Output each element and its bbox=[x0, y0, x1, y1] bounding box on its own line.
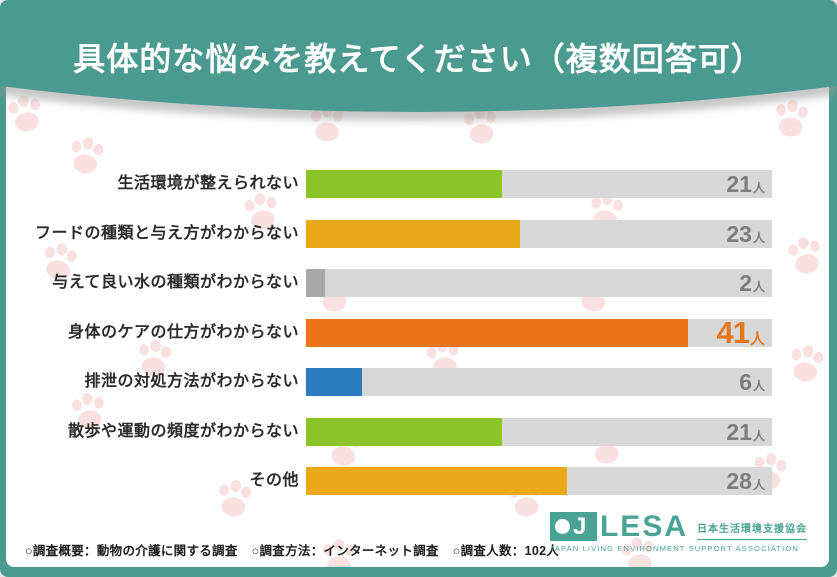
bar-track: 41 人 bbox=[306, 315, 772, 350]
chart-row: 与えて良い水の種類がわからない 2 人 bbox=[6, 269, 829, 297]
category-label: 排泄の対処方法がわからない bbox=[84, 373, 299, 390]
logo-j-letter: J bbox=[572, 512, 587, 540]
category-label: 生活環境が整えられない bbox=[117, 175, 299, 192]
value-label: 21 人 bbox=[726, 419, 765, 445]
logo-circle-icon bbox=[554, 519, 570, 534]
value-label: 23 人 bbox=[726, 221, 765, 247]
chart-row: 生活環境が整えられない 21 人 bbox=[6, 170, 829, 198]
category-label: その他 bbox=[249, 472, 299, 489]
bar bbox=[306, 319, 689, 347]
category-label: 散歩や運動の頻度がわからない bbox=[67, 423, 299, 440]
jlesa-logo: J LESA 日本生活環境支援協会 JAPAN LIVING ENVIRONME… bbox=[549, 510, 807, 553]
category-label: 与えて良い水の種類がわからない bbox=[52, 274, 299, 291]
bar bbox=[306, 220, 521, 248]
content-card: 生活環境が整えられない 21 人フードの種類と与え方がわからない 23 人与えて良い水の… bbox=[6, 0, 829, 567]
logo-jp-name: 日本生活環境支援協会 bbox=[697, 520, 807, 540]
value-label: 21 人 bbox=[726, 171, 765, 197]
chart-row: フードの種類と与え方がわからない 23 人 bbox=[6, 220, 829, 248]
bar bbox=[306, 368, 362, 396]
survey-method: ○調査方法：インターネット調査 bbox=[251, 544, 439, 558]
bar bbox=[306, 269, 325, 297]
page-title: 具体的な悩みを教えてください（複数回答可） bbox=[73, 41, 764, 77]
survey-notes: ○調査概要：動物の介護に関する調査 ○調査方法：インターネット調査 ○調査人数：… bbox=[25, 540, 559, 559]
survey-count: ○調査人数：102人 bbox=[452, 544, 560, 558]
logo-en-name: JAPAN LIVING ENVIRONMENT SUPPORT ASSOCIA… bbox=[549, 544, 799, 553]
bar-track: 21 人 bbox=[306, 170, 772, 198]
bar-track: 21 人 bbox=[306, 418, 772, 446]
bar-track: 23 人 bbox=[306, 220, 772, 248]
bar bbox=[306, 170, 502, 198]
chart-row: 排泄の対処方法がわからない 6 人 bbox=[6, 368, 829, 396]
logo-name: LESA bbox=[599, 510, 688, 543]
survey-overview: ○調査概要：動物の介護に関する調査 bbox=[25, 544, 238, 558]
value-label: 28 人 bbox=[726, 468, 765, 494]
chart-row: 身体のケアの仕方がわからない 41 人 bbox=[6, 315, 829, 350]
bar-track: 28 人 bbox=[306, 467, 772, 495]
value-label: 41 人 bbox=[716, 315, 766, 350]
category-label: 身体のケアの仕方がわからない bbox=[67, 324, 299, 341]
category-label: フードの種類と与え方がわからない bbox=[34, 225, 299, 242]
bar bbox=[306, 418, 502, 446]
logo-j-mark: J bbox=[549, 512, 597, 541]
bar-chart: 生活環境が整えられない 21 人フードの種類と与え方がわからない 23 人与えて良い水の… bbox=[6, 0, 829, 567]
chart-row: 散歩や運動の頻度がわからない 21 人 bbox=[6, 418, 829, 446]
chart-row: その他 28 人 bbox=[6, 467, 829, 495]
bar bbox=[306, 467, 567, 495]
